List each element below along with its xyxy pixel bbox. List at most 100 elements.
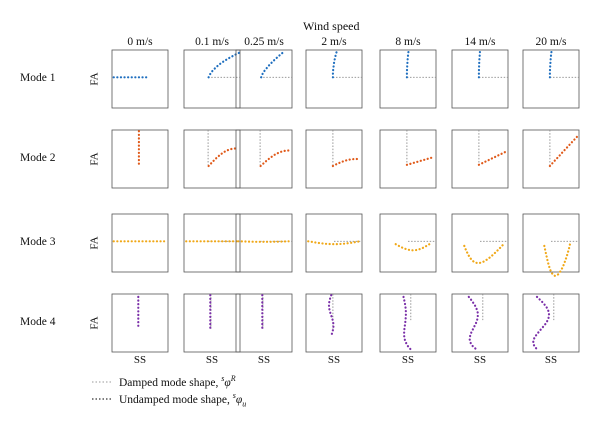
panel-frame xyxy=(111,129,169,189)
mode-panel xyxy=(522,213,580,277)
mode-panel xyxy=(111,129,169,189)
undamped-mode-shape xyxy=(307,240,362,246)
panel-frame xyxy=(235,129,293,189)
panel-frame xyxy=(235,213,293,273)
panel-frame xyxy=(111,293,169,353)
mode-panel xyxy=(183,129,241,189)
undamped-mode-shape xyxy=(463,241,506,265)
mode-label: Mode 4 xyxy=(20,316,56,328)
undamped-mode-shape xyxy=(402,295,412,351)
panel-frame xyxy=(451,49,509,109)
panel-frame xyxy=(379,293,437,353)
panel-frame xyxy=(305,49,363,109)
undamped-mode-shape xyxy=(543,240,572,277)
mode-panel xyxy=(379,213,437,273)
mode-label: Mode 2 xyxy=(20,152,56,164)
wind-speed-label: 0 m/s xyxy=(127,36,153,48)
mode-panel xyxy=(305,49,363,109)
wind-speed-label: 0.1 m/s xyxy=(195,36,229,48)
panel-frame xyxy=(183,49,241,109)
mode-panel xyxy=(451,49,509,109)
mode-panel xyxy=(183,293,241,353)
ss-axis-label: SS xyxy=(327,354,341,366)
undamped-mode-shape xyxy=(260,50,286,79)
mode-panel xyxy=(451,213,509,273)
mode-panel xyxy=(235,213,293,273)
panel-frame xyxy=(379,49,437,109)
mode-panel xyxy=(522,293,580,353)
panel-frame xyxy=(235,293,293,353)
legend-damped-symbol: sφR xyxy=(221,374,236,389)
panel-frame xyxy=(522,49,580,109)
undamped-mode-shape xyxy=(237,240,290,243)
undamped-mode-shape xyxy=(207,50,243,79)
ss-axis-label: SS xyxy=(257,354,271,366)
undamped-mode-shape xyxy=(259,149,290,168)
legend-undamped-text: Undamped mode shape, xyxy=(119,393,233,406)
undamped-mode-shape xyxy=(548,50,553,79)
wind-speed-label: 14 m/s xyxy=(464,36,496,48)
ss-axis-label: SS xyxy=(133,354,147,366)
wind-speed-label: 8 m/s xyxy=(395,36,421,48)
mode-panel xyxy=(235,49,293,109)
panel-frame xyxy=(379,213,437,273)
undamped-mode-shape xyxy=(394,241,434,252)
mode-panel xyxy=(305,293,363,353)
legend-damped-text: Damped mode shape, xyxy=(119,376,222,389)
panel-frame xyxy=(235,49,293,109)
legend-undamped-symbol: sφu xyxy=(232,391,247,409)
panel-frame xyxy=(451,129,509,189)
panel-frame xyxy=(183,293,241,353)
undamped-mode-shape xyxy=(331,50,338,79)
mode-panel xyxy=(522,129,580,189)
undamped-mode-shape xyxy=(532,295,551,352)
ss-axis-label: SS xyxy=(544,354,558,366)
undamped-mode-shape xyxy=(477,150,507,166)
panel-frame xyxy=(305,129,363,189)
undamped-mode-shape xyxy=(331,157,360,168)
panel-frame xyxy=(111,213,169,273)
ss-axis-label: SS xyxy=(473,354,487,366)
panel-frame xyxy=(305,213,363,273)
mode-panel xyxy=(111,49,169,109)
panel-frame xyxy=(522,213,580,273)
mode-panel xyxy=(183,213,241,273)
undamped-mode-shape xyxy=(207,147,238,168)
mode-panel xyxy=(522,49,580,109)
panel-frame xyxy=(522,129,580,189)
legend-undamped-label: Undamped mode shape, sφu xyxy=(119,392,246,408)
mode-panel xyxy=(451,293,509,353)
wind-speed-label: 20 m/s xyxy=(535,36,567,48)
mode-label: Mode 1 xyxy=(20,72,56,84)
mode-panel xyxy=(379,129,437,189)
panel-frame xyxy=(451,213,509,273)
undamped-mode-shape xyxy=(405,156,435,166)
panel-frame xyxy=(183,129,241,189)
mode-panel xyxy=(111,213,169,273)
mode-panel xyxy=(379,49,437,109)
panel-frame xyxy=(183,213,241,273)
mode-panel xyxy=(111,293,169,353)
panel-frame xyxy=(451,293,509,353)
mode-panel xyxy=(379,293,437,353)
undamped-mode-shape xyxy=(467,295,479,352)
mode-panel xyxy=(305,213,363,273)
panel-frame xyxy=(522,293,580,353)
mode-label: Mode 3 xyxy=(20,236,56,248)
panel-frame xyxy=(111,49,169,109)
undamped-mode-shape xyxy=(548,134,580,168)
mode-panel xyxy=(235,129,293,189)
figure-title: Wind speed xyxy=(303,19,360,33)
undamped-mode-shape xyxy=(327,294,335,337)
mode-panel xyxy=(183,49,243,109)
wind-speed-label: 0.25 m/s xyxy=(244,36,284,48)
panel-frame xyxy=(379,129,437,189)
mode-panel xyxy=(451,129,509,189)
mode-panel xyxy=(305,129,363,189)
mode-panel xyxy=(235,293,293,353)
ss-axis-label: SS xyxy=(401,354,415,366)
wind-speed-label: 2 m/s xyxy=(321,36,347,48)
